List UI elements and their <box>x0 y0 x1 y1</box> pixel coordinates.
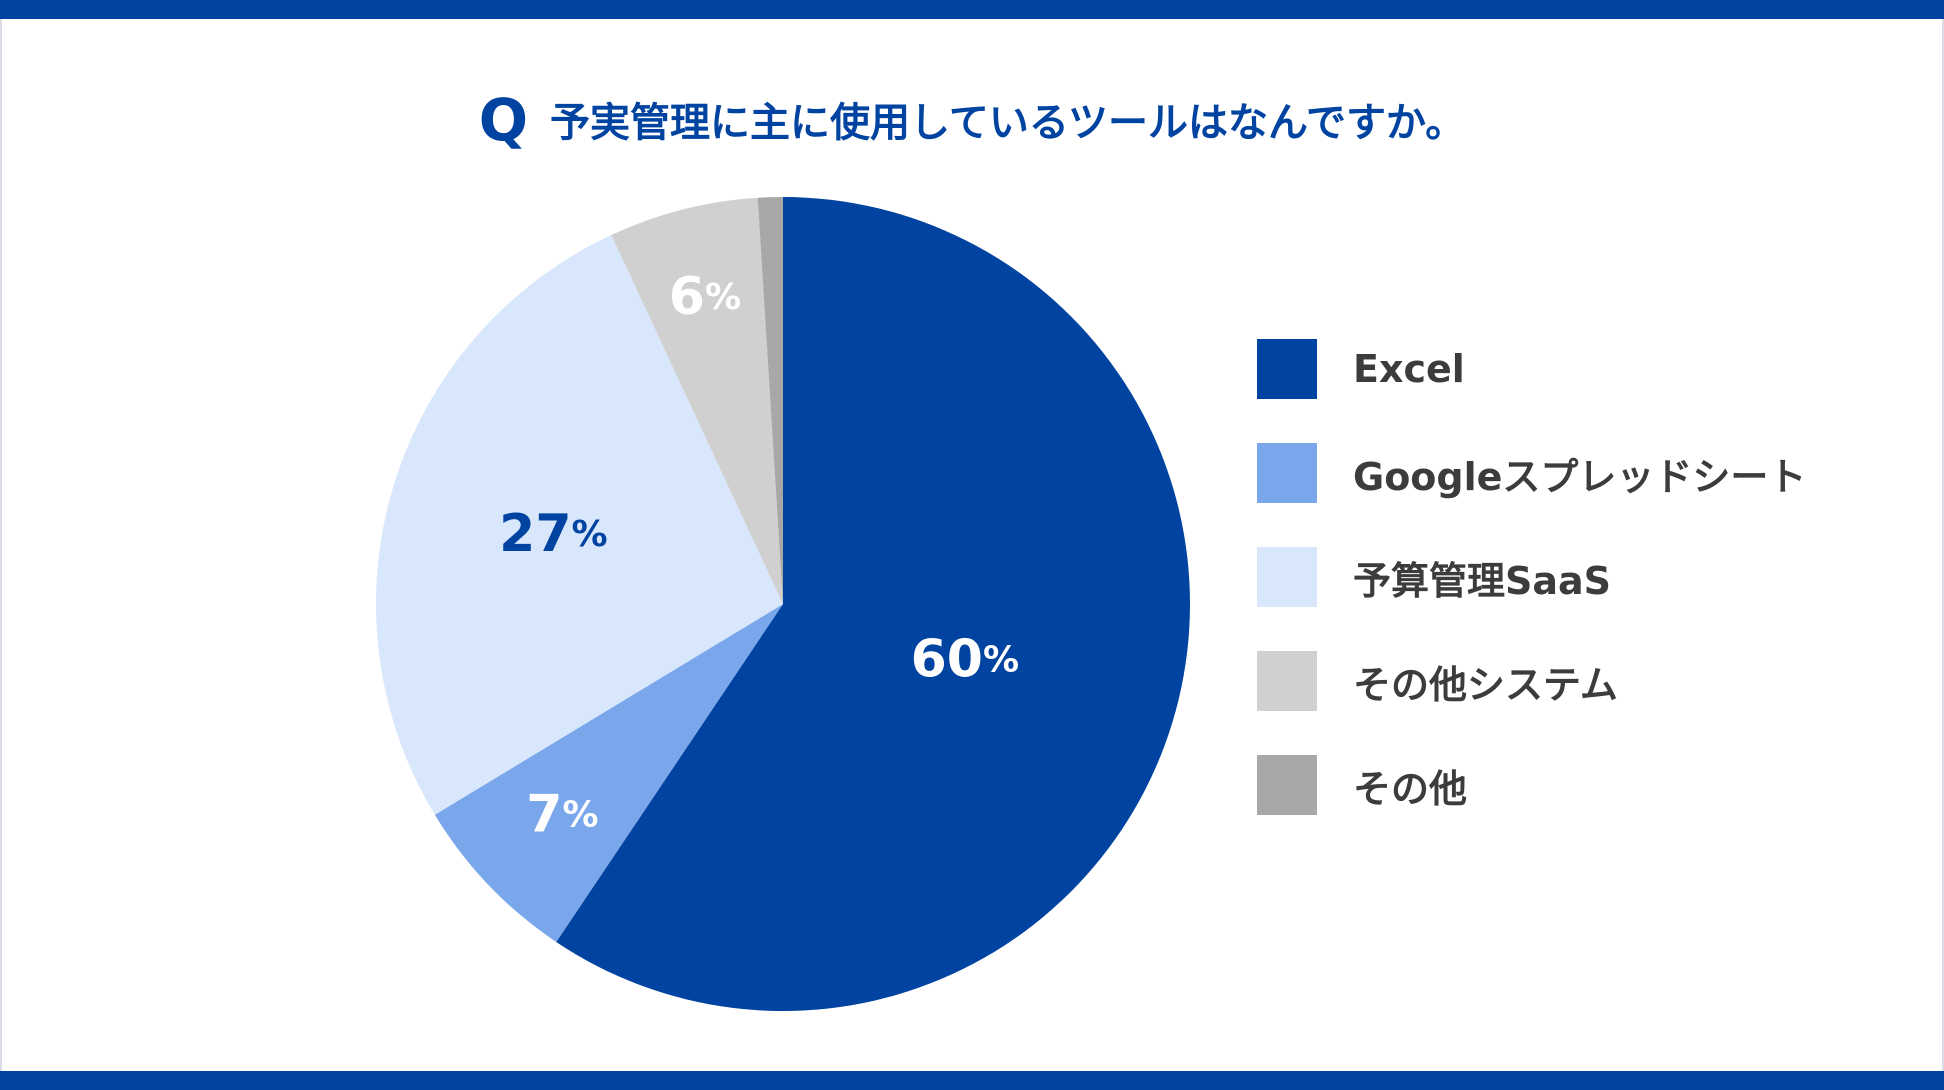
slice-value-label: 60% <box>911 629 1019 689</box>
top-border <box>0 0 1944 19</box>
legend-label: Excel <box>1353 347 1465 391</box>
legend-swatch <box>1257 443 1317 503</box>
legend-label: その他 <box>1353 766 1468 811</box>
legend-swatch <box>1257 651 1317 711</box>
slice-value-label: 7% <box>526 785 598 845</box>
question-text: 予実管理に主に使用しているツールはなんですか。 <box>550 100 1466 146</box>
chart-legend: Excel Googleスプレッドシート 予算管理SaaS その他システム その他 <box>1257 339 1806 815</box>
pie-slice-2 <box>434 604 783 942</box>
bottom-border <box>0 1071 1944 1090</box>
legend-swatch <box>1257 339 1317 399</box>
legend-item: Googleスプレッドシート <box>1257 443 1806 503</box>
slice-value-label: 6% <box>669 267 741 327</box>
legend-item: 予算管理SaaS <box>1257 547 1806 607</box>
pie-slice-3 <box>375 234 783 815</box>
legend-label: Googleスプレッドシート <box>1353 454 1807 499</box>
legend-swatch <box>1257 547 1317 607</box>
pie-slice-5 <box>757 197 783 604</box>
pie-slice-4 <box>611 197 783 605</box>
legend-item: Excel <box>1257 339 1806 399</box>
legend-label: その他システム <box>1353 662 1618 707</box>
legend-label: 予算管理SaaS <box>1353 558 1612 603</box>
pie-slice-1 <box>556 197 1191 1011</box>
chart-title: Q 予実管理に主に使用しているツールはなんですか。 <box>0 86 1944 154</box>
legend-item: その他システム <box>1257 651 1806 711</box>
legend-swatch <box>1257 755 1317 815</box>
right-border <box>1942 19 1944 1071</box>
slice-value-label: 27% <box>499 504 607 564</box>
legend-item: その他 <box>1257 755 1806 815</box>
left-border <box>0 19 2 1071</box>
question-mark-label: Q <box>478 86 529 154</box>
